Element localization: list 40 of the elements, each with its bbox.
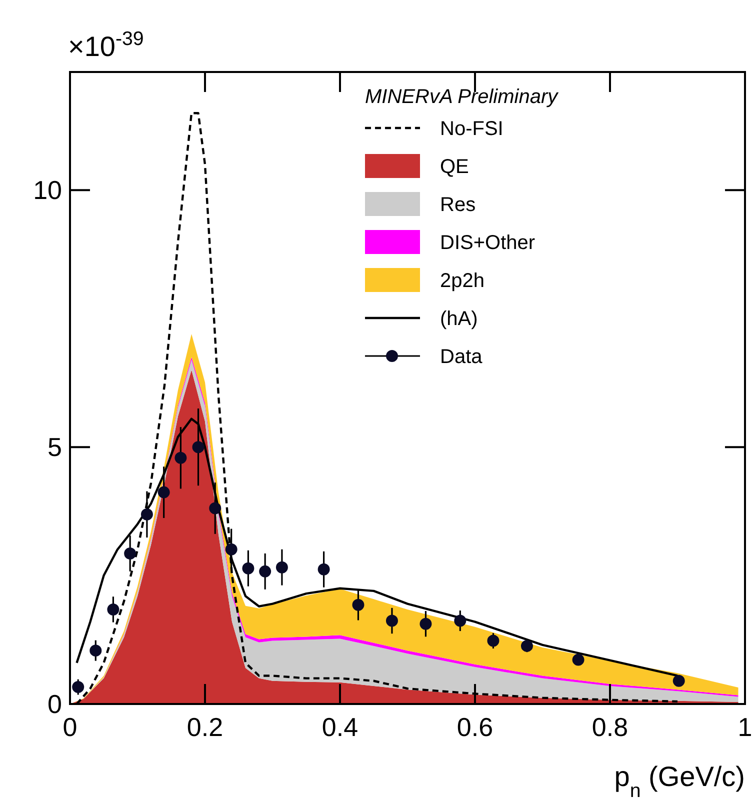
point — [140, 508, 153, 520]
point — [318, 563, 330, 576]
legend-label: 2p2h — [440, 270, 484, 292]
point — [107, 603, 120, 616]
x-tick-label: 1 — [738, 712, 752, 742]
legend-label: No-FSI — [440, 118, 504, 140]
point — [259, 565, 272, 578]
point — [420, 618, 432, 630]
point — [276, 561, 288, 574]
point — [672, 674, 685, 687]
text: ×10$^{-39}$ — [68, 28, 144, 62]
point — [192, 441, 204, 454]
x-tick-label: 0.8 — [592, 712, 628, 742]
legend-label: QE — [440, 156, 469, 178]
y-tick-label: 0 — [48, 689, 62, 719]
x-tick-label: 0.2 — [186, 712, 224, 742]
point — [174, 452, 187, 464]
legend-label: Res — [440, 194, 476, 216]
point — [242, 562, 254, 574]
y-tick-label: 5 — [48, 432, 62, 462]
point — [352, 598, 364, 611]
legend-title: MINERvA Preliminary — [365, 86, 559, 108]
y-tick-label: 10 — [33, 175, 62, 206]
point — [386, 614, 398, 627]
point — [124, 547, 136, 560]
point — [520, 640, 533, 652]
x-axis-title: p$_{n}$ (GeV/c) — [614, 761, 745, 802]
legend-label: (hA) — [440, 308, 478, 330]
point — [487, 634, 500, 647]
point — [209, 502, 222, 514]
point — [572, 654, 584, 666]
legend-label: Data — [440, 346, 484, 368]
point — [158, 486, 170, 498]
x-tick-label: 0.6 — [456, 712, 494, 742]
point — [454, 614, 466, 627]
point — [90, 644, 102, 657]
x-tick-label: 0.4 — [322, 712, 358, 742]
legend-label: DIS+Other — [440, 232, 536, 254]
point — [72, 681, 84, 694]
point — [225, 543, 238, 556]
